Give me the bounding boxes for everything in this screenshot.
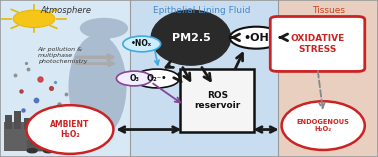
Text: ENDOGENOUS
H₂O₂: ENDOGENOUS H₂O₂ bbox=[297, 119, 350, 132]
Bar bbox=[130, 0, 278, 157]
Text: Epithelial Lining Fluid: Epithelial Lining Fluid bbox=[153, 6, 251, 15]
Circle shape bbox=[27, 149, 37, 153]
FancyBboxPatch shape bbox=[30, 136, 52, 145]
Bar bbox=[14, 111, 21, 129]
FancyBboxPatch shape bbox=[180, 69, 254, 132]
FancyBboxPatch shape bbox=[270, 16, 365, 71]
Bar bbox=[24, 118, 30, 129]
Ellipse shape bbox=[151, 10, 231, 65]
Bar bbox=[5, 115, 12, 129]
Circle shape bbox=[134, 69, 180, 88]
Text: Atmosphere: Atmosphere bbox=[41, 6, 91, 15]
Circle shape bbox=[116, 71, 152, 86]
Bar bbox=[278, 0, 378, 157]
Text: PM2.5: PM2.5 bbox=[172, 33, 210, 43]
Text: •NOₓ: •NOₓ bbox=[131, 39, 152, 49]
Text: Tissues: Tissues bbox=[311, 6, 345, 15]
Text: ROS
reservoir: ROS reservoir bbox=[194, 91, 240, 110]
Text: AMBIENT
H₂O₂: AMBIENT H₂O₂ bbox=[50, 120, 90, 139]
Circle shape bbox=[43, 149, 53, 153]
Circle shape bbox=[230, 27, 283, 49]
Text: O₂⁻•: O₂⁻• bbox=[147, 74, 167, 83]
Ellipse shape bbox=[69, 35, 126, 137]
Bar bbox=[4, 122, 36, 151]
Bar bbox=[98, 35, 110, 44]
Circle shape bbox=[13, 10, 55, 27]
Circle shape bbox=[123, 36, 161, 52]
Ellipse shape bbox=[26, 105, 113, 154]
FancyBboxPatch shape bbox=[27, 140, 57, 151]
Text: Air pollution &
multiphase
photochemistry: Air pollution & multiphase photochemistr… bbox=[38, 47, 87, 64]
Text: O₃: O₃ bbox=[129, 74, 139, 83]
Text: •OH: •OH bbox=[243, 33, 269, 43]
Bar bbox=[0, 0, 130, 157]
Ellipse shape bbox=[282, 101, 365, 150]
Text: OXIDATIVE
STRESS: OXIDATIVE STRESS bbox=[290, 34, 345, 54]
Circle shape bbox=[81, 19, 127, 38]
